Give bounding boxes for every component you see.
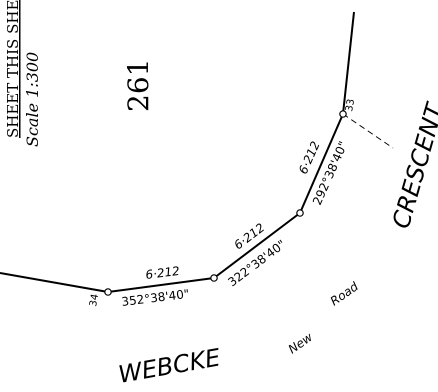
station-label-33: 33	[344, 98, 357, 112]
road-name-crescent: CRESCENT	[387, 98, 438, 231]
survey-mark-mid-2	[296, 209, 304, 217]
boundary-line-north	[342, 11, 355, 115]
boundary-line-west	[0, 272, 109, 293]
road-name-new: New	[286, 330, 316, 357]
road-name-webcke: WEBCKE	[116, 343, 223, 389]
scale-text: Scale 1:300	[23, 52, 42, 147]
boundary-line-segment-3	[299, 113, 344, 214]
lot-number: 261	[122, 59, 155, 112]
station-label-34: 34	[88, 293, 101, 307]
boundary-line-segment-1	[107, 277, 215, 293]
survey-mark-33	[339, 110, 347, 118]
segment-2-distance: 6·212	[231, 221, 267, 253]
road-name-road: Road	[328, 279, 361, 308]
boundary-line-segment-2	[213, 212, 301, 279]
dashed-connector-line	[342, 113, 394, 149]
survey-mark-34	[104, 288, 112, 296]
survey-mark-mid-1	[210, 274, 218, 282]
segment-1-distance: 6·212	[145, 264, 181, 282]
scale-annotation: SHEET THIS SHEET	[4, 0, 22, 138]
scale-header-text: SHEET THIS SHEET	[4, 0, 22, 138]
segment-1-bearing: 352°38'40"	[121, 287, 190, 309]
